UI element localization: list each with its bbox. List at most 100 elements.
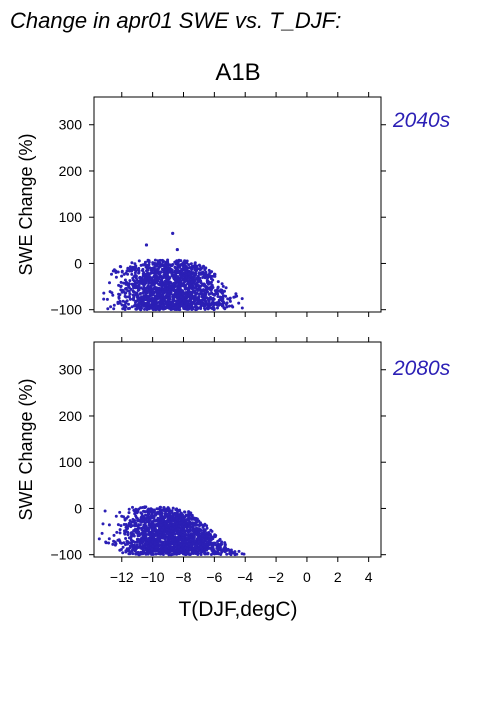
data-point (132, 529, 136, 533)
data-point (146, 268, 150, 271)
data-point (140, 532, 144, 536)
data-point (150, 301, 154, 305)
data-point (176, 294, 180, 298)
data-point (186, 287, 190, 291)
data-point (202, 528, 206, 532)
data-point (207, 538, 211, 542)
data-point (143, 510, 147, 514)
data-point (197, 537, 201, 541)
data-point (125, 540, 129, 544)
data-point (168, 543, 172, 547)
data-point (192, 534, 196, 538)
data-point (162, 531, 166, 535)
data-point (184, 273, 188, 277)
data-point (167, 276, 171, 280)
x-tick-label: −12 (110, 569, 134, 585)
data-point (213, 535, 217, 539)
data-point (128, 519, 132, 523)
data-point (153, 541, 157, 544)
data-point (156, 293, 160, 297)
data-point (137, 539, 141, 543)
data-point (161, 535, 164, 539)
data-point (218, 302, 222, 306)
data-point (158, 280, 162, 284)
data-point (187, 515, 191, 518)
data-point (168, 523, 172, 527)
data-point (141, 547, 145, 551)
data-point (179, 532, 183, 536)
data-point (163, 276, 167, 279)
data-point (153, 513, 157, 517)
data-point (190, 308, 194, 311)
data-point (189, 295, 193, 299)
data-point (176, 290, 179, 294)
data-point (165, 541, 169, 544)
data-point (166, 293, 170, 297)
data-point (120, 290, 124, 294)
plot-frame (93, 341, 382, 558)
data-point (195, 281, 199, 285)
data-point (171, 287, 175, 291)
y-tick-label: −100 (50, 547, 82, 563)
data-point (115, 530, 119, 534)
data-point (152, 279, 156, 283)
data-point (183, 264, 186, 268)
data-point (168, 533, 172, 536)
scatter-points (97, 505, 246, 557)
data-point (173, 282, 177, 286)
data-point (188, 547, 192, 551)
data-point (199, 552, 203, 555)
data-point (165, 273, 168, 277)
data-point (201, 303, 205, 307)
data-point (163, 307, 167, 310)
data-point (137, 266, 141, 270)
data-point (193, 532, 197, 536)
data-point (151, 544, 155, 548)
data-point (138, 281, 142, 284)
data-point (97, 537, 101, 541)
data-point (140, 528, 144, 532)
data-point (146, 263, 150, 267)
data-point (191, 271, 195, 275)
data-point (191, 529, 195, 533)
data-point (165, 520, 169, 524)
data-point (159, 264, 163, 268)
data-point (128, 279, 132, 283)
data-point (187, 518, 191, 522)
data-point (174, 279, 178, 283)
data-point (166, 305, 169, 309)
data-point (132, 532, 135, 536)
x-tick-label: −10 (141, 569, 165, 585)
data-point (114, 269, 118, 273)
data-point (116, 270, 120, 274)
y-tick-label: −100 (50, 302, 82, 318)
data-point (158, 505, 162, 509)
data-point (194, 264, 198, 268)
data-point (128, 552, 132, 556)
data-point (172, 551, 176, 555)
data-point (122, 281, 126, 285)
data-point (119, 524, 123, 528)
data-point (145, 541, 149, 545)
data-point (136, 306, 140, 310)
data-point (126, 530, 130, 534)
data-point (154, 300, 157, 303)
data-point (158, 543, 162, 547)
data-point (137, 259, 141, 263)
data-point (175, 288, 179, 292)
data-point (159, 546, 163, 550)
data-point (174, 285, 177, 288)
data-point (161, 290, 165, 294)
data-point (181, 513, 184, 517)
data-point (193, 294, 197, 298)
data-point (179, 548, 183, 552)
data-point (135, 295, 139, 299)
data-point (127, 302, 130, 306)
data-point (170, 546, 174, 550)
data-point (208, 302, 212, 306)
data-point (176, 527, 180, 531)
data-point (159, 297, 163, 301)
data-point (212, 303, 216, 307)
data-point (107, 541, 111, 545)
data-point (204, 266, 207, 270)
